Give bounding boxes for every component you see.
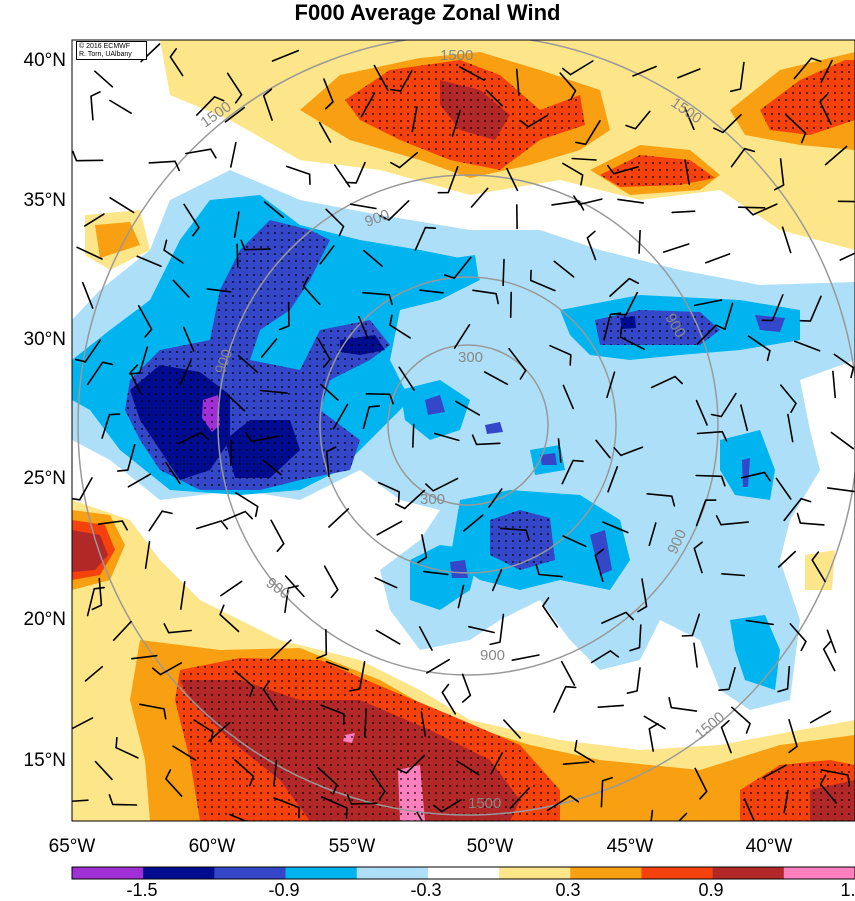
wind-barb [413,424,414,447]
credit-line: R. Torn, UAlbany [79,51,144,59]
colorbar-swatch [570,867,642,879]
lon-label: 55°W [307,836,397,858]
colorbar-swatch [72,867,144,879]
wind-barb [237,244,238,267]
lat-label: 25°N [2,468,66,490]
colorbar-label: -1.5 [102,880,182,901]
lon-label: 60°W [167,836,257,858]
lon-label: 45°W [585,836,675,858]
contour-label: 300 [420,491,445,508]
colorbar-swatch [286,867,358,879]
colorbar-label: -0.3 [386,880,466,901]
copyright-box: © 2016 ECMWF R. Torn, UAlbany [76,41,147,60]
copyright-line: © 2016 ECMWF [79,43,144,51]
lat-label: 35°N [2,190,66,212]
lat-label: 40°N [2,50,66,72]
contour-label: 900 [480,647,505,664]
colorbar-label: 0.9 [671,880,751,901]
colorbar-swatch [499,867,571,879]
contour-label: 1500 [468,795,501,812]
contour-label: 300 [458,349,483,366]
wind-barb [231,440,232,465]
contour-label: 1500 [440,47,473,64]
wind-barb [503,260,504,286]
colorbar-swatch [143,867,215,879]
colorbar-swatch [357,867,429,879]
colorbar-swatch [641,867,713,879]
shade-negative [450,560,468,578]
colorbar-swatch [713,867,785,879]
lon-label: 40°W [724,836,814,858]
wind-barb [511,292,512,317]
lat-label: 30°N [2,329,66,351]
lon-label: 65°W [27,836,117,858]
colorbar-swatch [784,867,855,879]
wind-barb [639,231,640,253]
colorbar-label: 0.3 [528,880,608,901]
colorbar-label: -0.9 [244,880,324,901]
lat-label: 15°N [2,750,66,772]
wind-barb [739,207,765,208]
colorbar [72,867,855,879]
lat-label: 20°N [2,609,66,631]
lon-label: 50°W [445,836,535,858]
wind-field [61,35,855,844]
colorbar-swatch [428,867,500,879]
colorbar-label: 1.5 [813,880,855,901]
colorbar-swatch [214,867,286,879]
